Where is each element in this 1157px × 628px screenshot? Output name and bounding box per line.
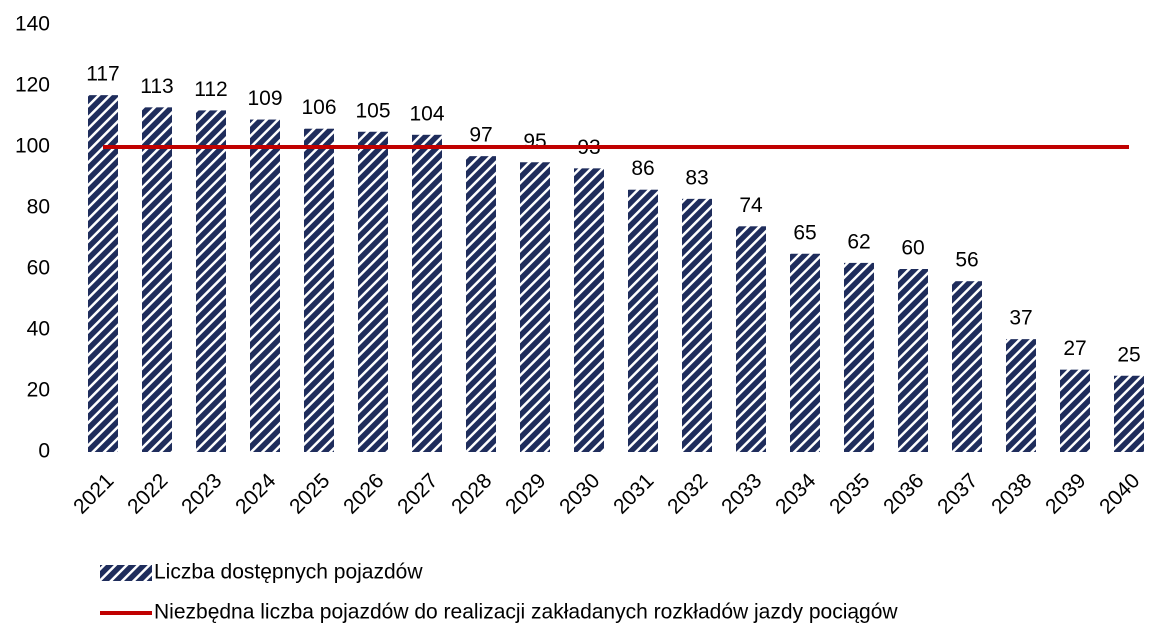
y-tick-label: 60: [27, 257, 50, 280]
y-tick-label: 140: [15, 13, 50, 36]
bar: [790, 253, 820, 452]
x-tick-label: 2026: [339, 469, 388, 518]
bar: [466, 156, 496, 452]
legend-label: Niezbędna liczba pojazdów do realizacji …: [154, 601, 898, 624]
x-tick-label: 2037: [933, 469, 982, 518]
x-tick-label: 2038: [987, 469, 1036, 518]
data-label: 117: [86, 63, 119, 86]
y-tick-label: 120: [15, 74, 50, 97]
data-label: 104: [409, 102, 444, 125]
legend-swatch: [100, 565, 152, 581]
bar: [898, 269, 928, 452]
bar: [736, 226, 766, 452]
bar: [520, 162, 550, 452]
x-tick-label: 2030: [555, 469, 604, 518]
x-tick-label: 2024: [231, 469, 281, 519]
data-label: 95: [523, 130, 546, 153]
data-label: 56: [955, 249, 978, 272]
bar: [88, 95, 118, 453]
bar: [142, 107, 172, 452]
x-tick-label: 2025: [285, 469, 334, 518]
y-tick-label: 20: [27, 379, 50, 402]
bar: [574, 168, 604, 452]
x-tick-label: 2021: [69, 469, 118, 518]
data-label: 62: [847, 230, 870, 253]
x-tick-label: 2027: [393, 469, 442, 518]
x-tick-label: 2040: [1095, 469, 1144, 518]
x-tick-label: 2028: [447, 469, 496, 518]
x-tick-label: 2023: [177, 469, 226, 518]
bar: [358, 131, 388, 452]
bar: [1114, 375, 1144, 452]
bar: [1060, 369, 1090, 452]
data-label: 109: [247, 87, 282, 110]
y-tick-label: 0: [38, 440, 50, 463]
data-label: 74: [739, 194, 763, 217]
legend-label: Liczba dostępnych pojazdów: [154, 561, 423, 584]
bar: [952, 281, 982, 452]
bar: [1006, 339, 1036, 452]
bar: [196, 110, 226, 453]
x-tick-label: 2032: [663, 469, 712, 518]
x-tick-label: 2031: [609, 469, 658, 518]
x-tick-label: 2035: [825, 469, 874, 518]
y-tick-label: 80: [27, 196, 50, 219]
data-label: 37: [1009, 307, 1032, 330]
data-label: 97: [469, 124, 492, 147]
bar: [250, 119, 280, 453]
x-tick-label: 2036: [879, 469, 928, 518]
y-tick-label: 40: [27, 318, 50, 341]
y-tick-label: 100: [15, 135, 50, 158]
x-tick-label: 2034: [771, 469, 821, 519]
data-label: 83: [685, 166, 708, 189]
bar: [628, 189, 658, 452]
data-label: 60: [901, 237, 924, 260]
data-label: 27: [1063, 337, 1086, 360]
data-label: 106: [301, 96, 336, 119]
bar: [844, 262, 874, 452]
x-tick-label: 2039: [1041, 469, 1090, 518]
data-label: 65: [793, 221, 816, 244]
x-tick-label: 2029: [501, 469, 550, 518]
bar: [304, 128, 334, 452]
data-label: 113: [140, 75, 173, 98]
bar: [412, 134, 442, 453]
bar: [682, 198, 712, 452]
data-label: 105: [355, 99, 390, 122]
x-tick-label: 2033: [717, 469, 766, 518]
data-label: 86: [631, 157, 654, 180]
data-label: 25: [1117, 343, 1140, 366]
x-tick-label: 2022: [123, 469, 172, 518]
data-label: 112: [194, 78, 227, 101]
